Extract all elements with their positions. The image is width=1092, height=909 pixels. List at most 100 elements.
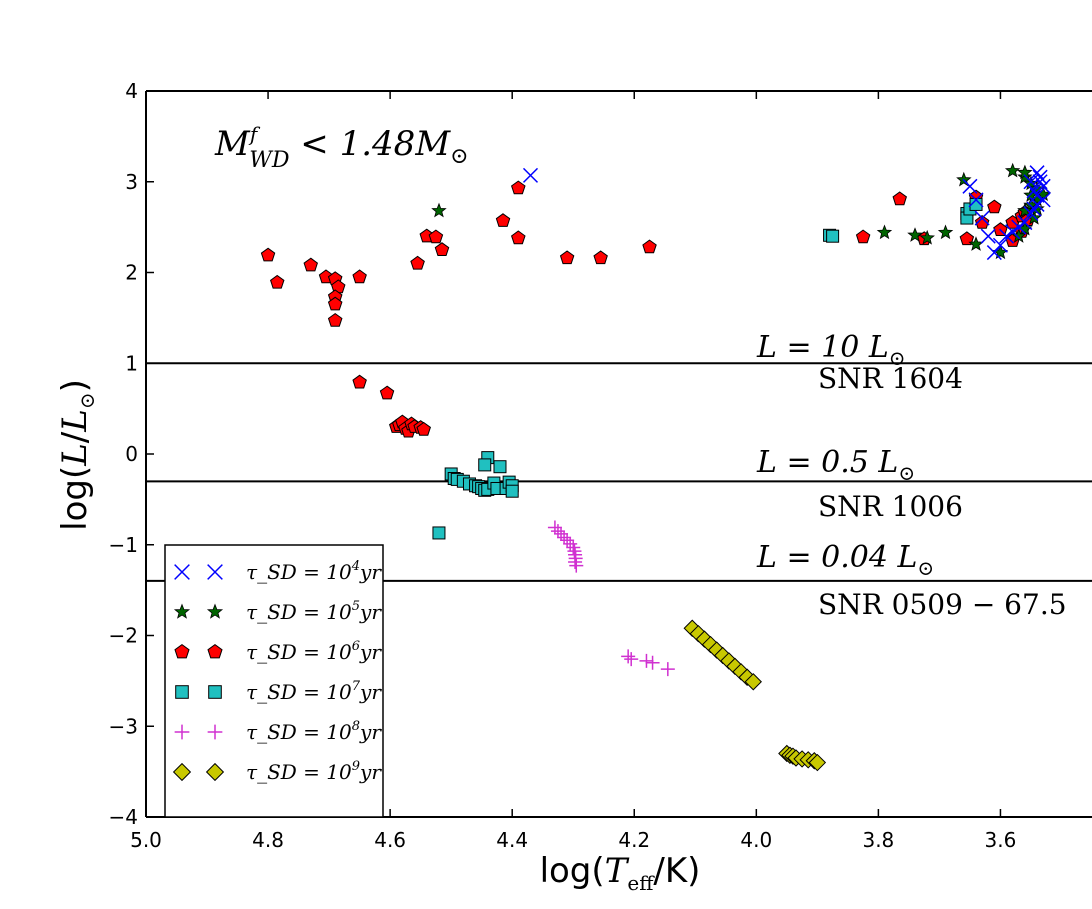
- legend-label: τ_SD = 104yr: [246, 559, 382, 584]
- data-point-pentagon: [260, 247, 276, 262]
- x-tick-label: 4.6: [374, 828, 406, 852]
- data-point-pentagon: [959, 231, 975, 246]
- legend-box: [164, 544, 384, 818]
- series-x: [522, 165, 1051, 261]
- data-point-pentagon: [352, 374, 367, 389]
- data-point-x: [968, 192, 984, 208]
- data-point-plus: [566, 540, 581, 555]
- data-point-pentagon: [270, 274, 285, 289]
- data-point-x: [962, 178, 978, 194]
- y-tick-label: 0: [125, 442, 138, 466]
- legend-marker-plus: [207, 724, 223, 740]
- data-point-plus: [569, 558, 584, 573]
- data-point-pentagon: [559, 250, 575, 265]
- axis-ticks: 5.0 4.8 4.6 4.4 4.2 4.0 3.8 3.6 4 3 2 1 0 −1 −2 −3 −4: [109, 79, 1017, 852]
- data-point-x: [1029, 196, 1045, 212]
- data-point-star: [876, 224, 893, 240]
- legend-marker-diamond: [205, 762, 225, 782]
- data-point-plus: [660, 662, 675, 677]
- data-point-pentagon: [642, 239, 657, 254]
- snr-label-0509: SNR 0509 − 67.5: [818, 588, 1067, 621]
- legend: τ_SD = 104yr τ_SD = 105yr τ_SD = 106yr τ_SD…: [164, 544, 384, 818]
- ref-line-label-1: L = 10 L⊙: [756, 330, 906, 370]
- data-point-plus: [557, 530, 572, 545]
- data-point-pentagon: [974, 214, 990, 229]
- legend-marker-square: [208, 685, 222, 699]
- data-point-star: [1011, 228, 1027, 243]
- data-point-star: [1004, 162, 1021, 178]
- data-point-star: [1017, 202, 1033, 218]
- data-point-plus: [563, 536, 578, 551]
- data-point-square: [432, 526, 446, 540]
- data-point-plus: [621, 649, 636, 664]
- snr-label-1006: SNR 1006: [818, 490, 963, 523]
- data-point-pentagon: [379, 385, 395, 400]
- legend-marker-x: [207, 564, 223, 580]
- y-tick-label: −2: [109, 624, 138, 648]
- data-point-x: [1023, 205, 1039, 222]
- series-square: [432, 197, 983, 540]
- x-tick-label: 5.0: [130, 828, 162, 852]
- legend-marker-x: [174, 564, 190, 580]
- legend-label: τ_SD = 106yr: [246, 639, 382, 664]
- y-tick-label: 1: [125, 351, 138, 375]
- data-point-x: [1032, 169, 1048, 185]
- x-tick-label: 4.4: [496, 828, 528, 852]
- legend-marker-square: [175, 685, 189, 699]
- data-point-square: [493, 460, 507, 474]
- data-point-plus: [624, 652, 639, 667]
- data-point-diamond: [808, 753, 827, 772]
- x-axis-label: log(Teff/K): [540, 851, 701, 895]
- data-point-square: [826, 229, 840, 243]
- y-tick-label: 2: [125, 261, 138, 285]
- x-tick-label: 4.0: [740, 828, 772, 852]
- data-point-pentagon: [416, 421, 431, 436]
- data-point-pentagon: [434, 242, 450, 256]
- data-markers: [260, 162, 1051, 772]
- data-point-pentagon: [327, 312, 343, 327]
- x-tick-label: 4.8: [252, 828, 284, 852]
- x-tick-label: 3.8: [862, 828, 894, 852]
- data-point-pentagon: [352, 269, 367, 284]
- data-point-pentagon: [593, 250, 608, 265]
- data-point-plus: [639, 653, 654, 668]
- data-point-x: [1011, 219, 1027, 235]
- data-point-star: [919, 229, 935, 245]
- y-tick-label: 3: [125, 170, 138, 194]
- data-point-star: [907, 227, 923, 242]
- data-point-plus: [568, 554, 583, 569]
- data-point-square: [969, 197, 983, 211]
- data-point-pentagon: [410, 255, 425, 270]
- data-point-x: [986, 245, 1002, 261]
- legend-marker-star: [173, 603, 191, 619]
- data-point-x: [1029, 165, 1045, 181]
- data-point-pentagon: [855, 229, 871, 244]
- legend-marker-pentagon: [174, 643, 190, 659]
- x-tick-label: 3.6: [985, 828, 1017, 852]
- data-point-plus: [550, 524, 565, 539]
- data-point-diamond: [744, 673, 762, 691]
- legend-marker-star: [206, 603, 224, 619]
- data-point-pentagon: [511, 230, 526, 245]
- x-tick-label: 4.2: [618, 828, 650, 852]
- data-point-pentagon: [327, 296, 343, 311]
- data-point-x: [974, 210, 990, 226]
- y-tick-label: −4: [109, 805, 138, 829]
- y-tick-label: −3: [109, 714, 138, 738]
- ref-line-label-3: L = 0.04 L⊙: [756, 540, 934, 580]
- data-point-pentagon: [892, 191, 907, 206]
- legend-label: τ_SD = 107yr: [246, 679, 382, 704]
- legend-label: τ_SD = 105yr: [246, 599, 382, 624]
- data-point-x: [980, 228, 996, 244]
- data-point-x: [1017, 215, 1033, 231]
- legend-marker-plus: [174, 724, 190, 740]
- legend-marker-pentagon: [207, 643, 223, 659]
- data-point-x: [522, 167, 539, 183]
- data-point-pentagon: [511, 180, 526, 195]
- y-tick-label: 4: [125, 79, 138, 103]
- data-point-star: [968, 236, 984, 251]
- data-point-plus: [560, 533, 575, 548]
- data-point-x: [992, 237, 1008, 253]
- legend-label: τ_SD = 109yr: [246, 759, 382, 784]
